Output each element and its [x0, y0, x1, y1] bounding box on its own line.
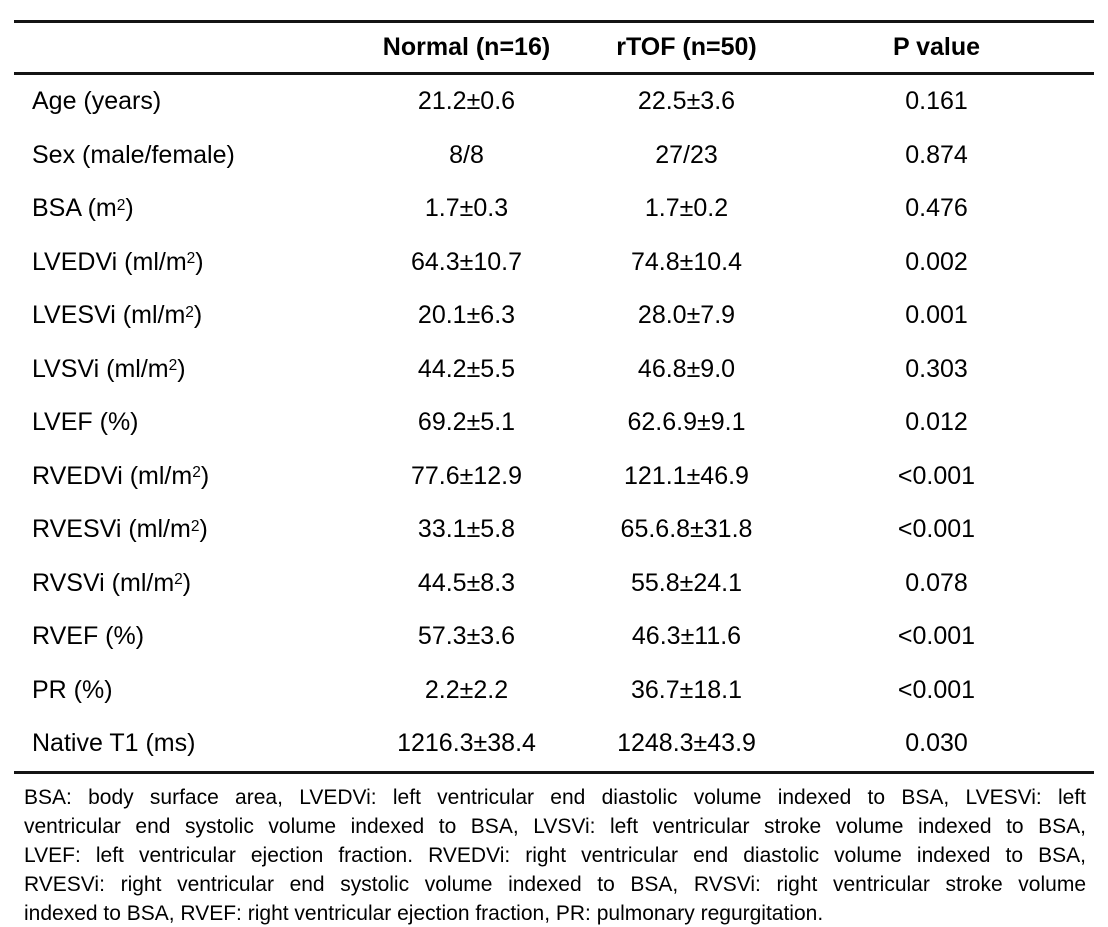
column-header-rtof: rTOF (n=50) [616, 33, 757, 61]
footnote-line: indexed to BSA, RVEF: right ventricular … [24, 901, 824, 925]
cell-rtof: 46.3±11.6 [631, 622, 742, 651]
cell-pvalue: 0.012 [905, 408, 968, 437]
cell-normal: 21.2±0.6 [417, 87, 516, 116]
table-rule-top [14, 20, 1094, 23]
cell-pvalue: <0.001 [897, 675, 976, 704]
cell-pvalue: <0.001 [897, 622, 976, 651]
superscript-unit: 2 [174, 571, 183, 589]
cell-pvalue: 0.001 [905, 301, 968, 330]
table-row: RVEDVi (ml/m2) 77.6±12.9 121.1±46.9 <0.0… [14, 450, 1094, 504]
cell-normal: 2.2±2.2 [424, 675, 509, 704]
table-row: RVEF (%) 57.3±3.6 46.3±11.6 <0.001 [14, 610, 1094, 664]
cell-pvalue: 0.874 [905, 140, 968, 169]
cell-pvalue: <0.001 [897, 515, 976, 544]
table-row: LVSVi (ml/m2) 44.2±5.5 46.8±9.0 0.303 [14, 343, 1094, 397]
row-label: LVEF (%) [32, 408, 139, 437]
cell-normal: 44.2±5.5 [417, 354, 516, 383]
row-label: LVEDVi (ml/m2) [32, 247, 204, 276]
cell-normal: 57.3±3.6 [417, 622, 516, 651]
cell-rtof: 1248.3±43.9 [617, 729, 756, 758]
table-row: RVESVi (ml/m2) 33.1±5.8 65.6.8±31.8 <0.0… [14, 503, 1094, 557]
superscript-unit: 2 [168, 357, 178, 375]
cell-pvalue: 0.030 [905, 729, 968, 758]
row-label: Age (years) [32, 87, 162, 116]
cell-rtof: 74.8±10.4 [630, 247, 743, 276]
table-row: PR (%) 2.2±2.2 36.7±18.1 <0.001 [14, 664, 1094, 718]
cell-pvalue: 0.476 [905, 194, 968, 223]
cell-pvalue: 0.303 [905, 354, 968, 383]
superscript-unit: 2 [185, 303, 194, 321]
cell-normal: 44.5±8.3 [417, 568, 516, 597]
cell-normal: 20.1±6.3 [417, 301, 516, 330]
cell-pvalue: 0.002 [905, 247, 968, 276]
row-label: PR (%) [32, 675, 113, 704]
cell-normal: 69.2±5.1 [417, 408, 516, 437]
table-row: Native T1 (ms) 1216.3±38.4 1248.3±43.9 0… [14, 717, 1094, 771]
table-row: LVEF (%) 69.2±5.1 62.6.9±9.1 0.012 [14, 396, 1094, 450]
row-label: BSA (m2) [32, 194, 134, 223]
table-row: Sex (male/female) 8/8 27/23 0.874 [14, 129, 1094, 183]
superscript-unit: 2 [116, 196, 126, 214]
cell-pvalue: 0.161 [905, 87, 968, 116]
row-label: LVESVi (ml/m2) [32, 301, 203, 330]
row-label: RVEDVi (ml/m2) [32, 461, 210, 490]
cell-rtof: 1.7±0.2 [644, 194, 729, 223]
superscript-unit: 2 [190, 517, 200, 535]
cell-normal: 8/8 [449, 140, 484, 169]
cell-rtof: 27/23 [655, 140, 718, 169]
table-row: LVEDVi (ml/m2) 64.3±10.7 74.8±10.4 0.002 [14, 236, 1094, 290]
table-rule-bottom [14, 770, 1094, 774]
table-header-row: Normal (n=16) rTOF (n=50) P value [14, 23, 1094, 72]
footnote-line: BSA: body surface area, LVEDVi: left ven… [24, 785, 1086, 809]
cell-normal: 1.7±0.3 [424, 194, 509, 223]
cell-normal: 1216.3±38.4 [397, 729, 536, 758]
cell-rtof: 36.7±18.1 [630, 675, 743, 704]
table-row: BSA (m2) 1.7±0.3 1.7±0.2 0.476 [14, 182, 1094, 236]
superscript-unit: 2 [192, 464, 201, 482]
cell-rtof: 22.5±3.6 [637, 87, 736, 116]
cell-rtof: 55.8±24.1 [630, 568, 743, 597]
cell-normal: 77.6±12.9 [410, 461, 523, 490]
row-label: RVESVi (ml/m2) [32, 515, 208, 544]
cell-pvalue: <0.001 [897, 461, 976, 490]
row-label: RVSVi (ml/m2) [32, 568, 192, 597]
row-label: RVEF (%) [32, 622, 145, 651]
column-header-normal: Normal (n=16) [382, 33, 551, 61]
row-label: LVSVi (ml/m2) [32, 354, 186, 383]
cell-rtof: 62.6.9±9.1 [627, 408, 746, 437]
row-label: Native T1 (ms) [32, 729, 196, 758]
table-body: Age (years) 21.2±0.6 22.5±3.6 0.161 Sex … [14, 75, 1094, 771]
column-header-pvalue: P value [892, 33, 981, 61]
table-footnote: BSA: body surface area, LVEDVi: left ven… [24, 783, 1086, 927]
cell-rtof: 28.0±7.9 [637, 301, 736, 330]
superscript-unit: 2 [186, 250, 196, 268]
table-row: Age (years) 21.2±0.6 22.5±3.6 0.161 [14, 75, 1094, 129]
footnote-line: RVESVi: right ventricular end systolic v… [24, 872, 1086, 896]
cell-normal: 33.1±5.8 [417, 515, 516, 544]
cell-rtof: 121.1±46.9 [624, 461, 749, 490]
cell-normal: 64.3±10.7 [410, 247, 523, 276]
table-rule-header-bottom [14, 72, 1094, 75]
table-row: LVESVi (ml/m2) 20.1±6.3 28.0±7.9 0.001 [14, 289, 1094, 343]
footnote-line: ventricular end systolic volume indexed … [24, 814, 1086, 838]
cell-pvalue: 0.078 [905, 568, 968, 597]
table-row: RVSVi (ml/m2) 44.5±8.3 55.8±24.1 0.078 [14, 557, 1094, 611]
cell-rtof: 46.8±9.0 [637, 354, 736, 383]
row-label: Sex (male/female) [32, 140, 235, 169]
footnote-line: LVEF: left ventricular ejection fraction… [24, 843, 1086, 867]
cell-rtof: 65.6.8±31.8 [620, 515, 753, 544]
